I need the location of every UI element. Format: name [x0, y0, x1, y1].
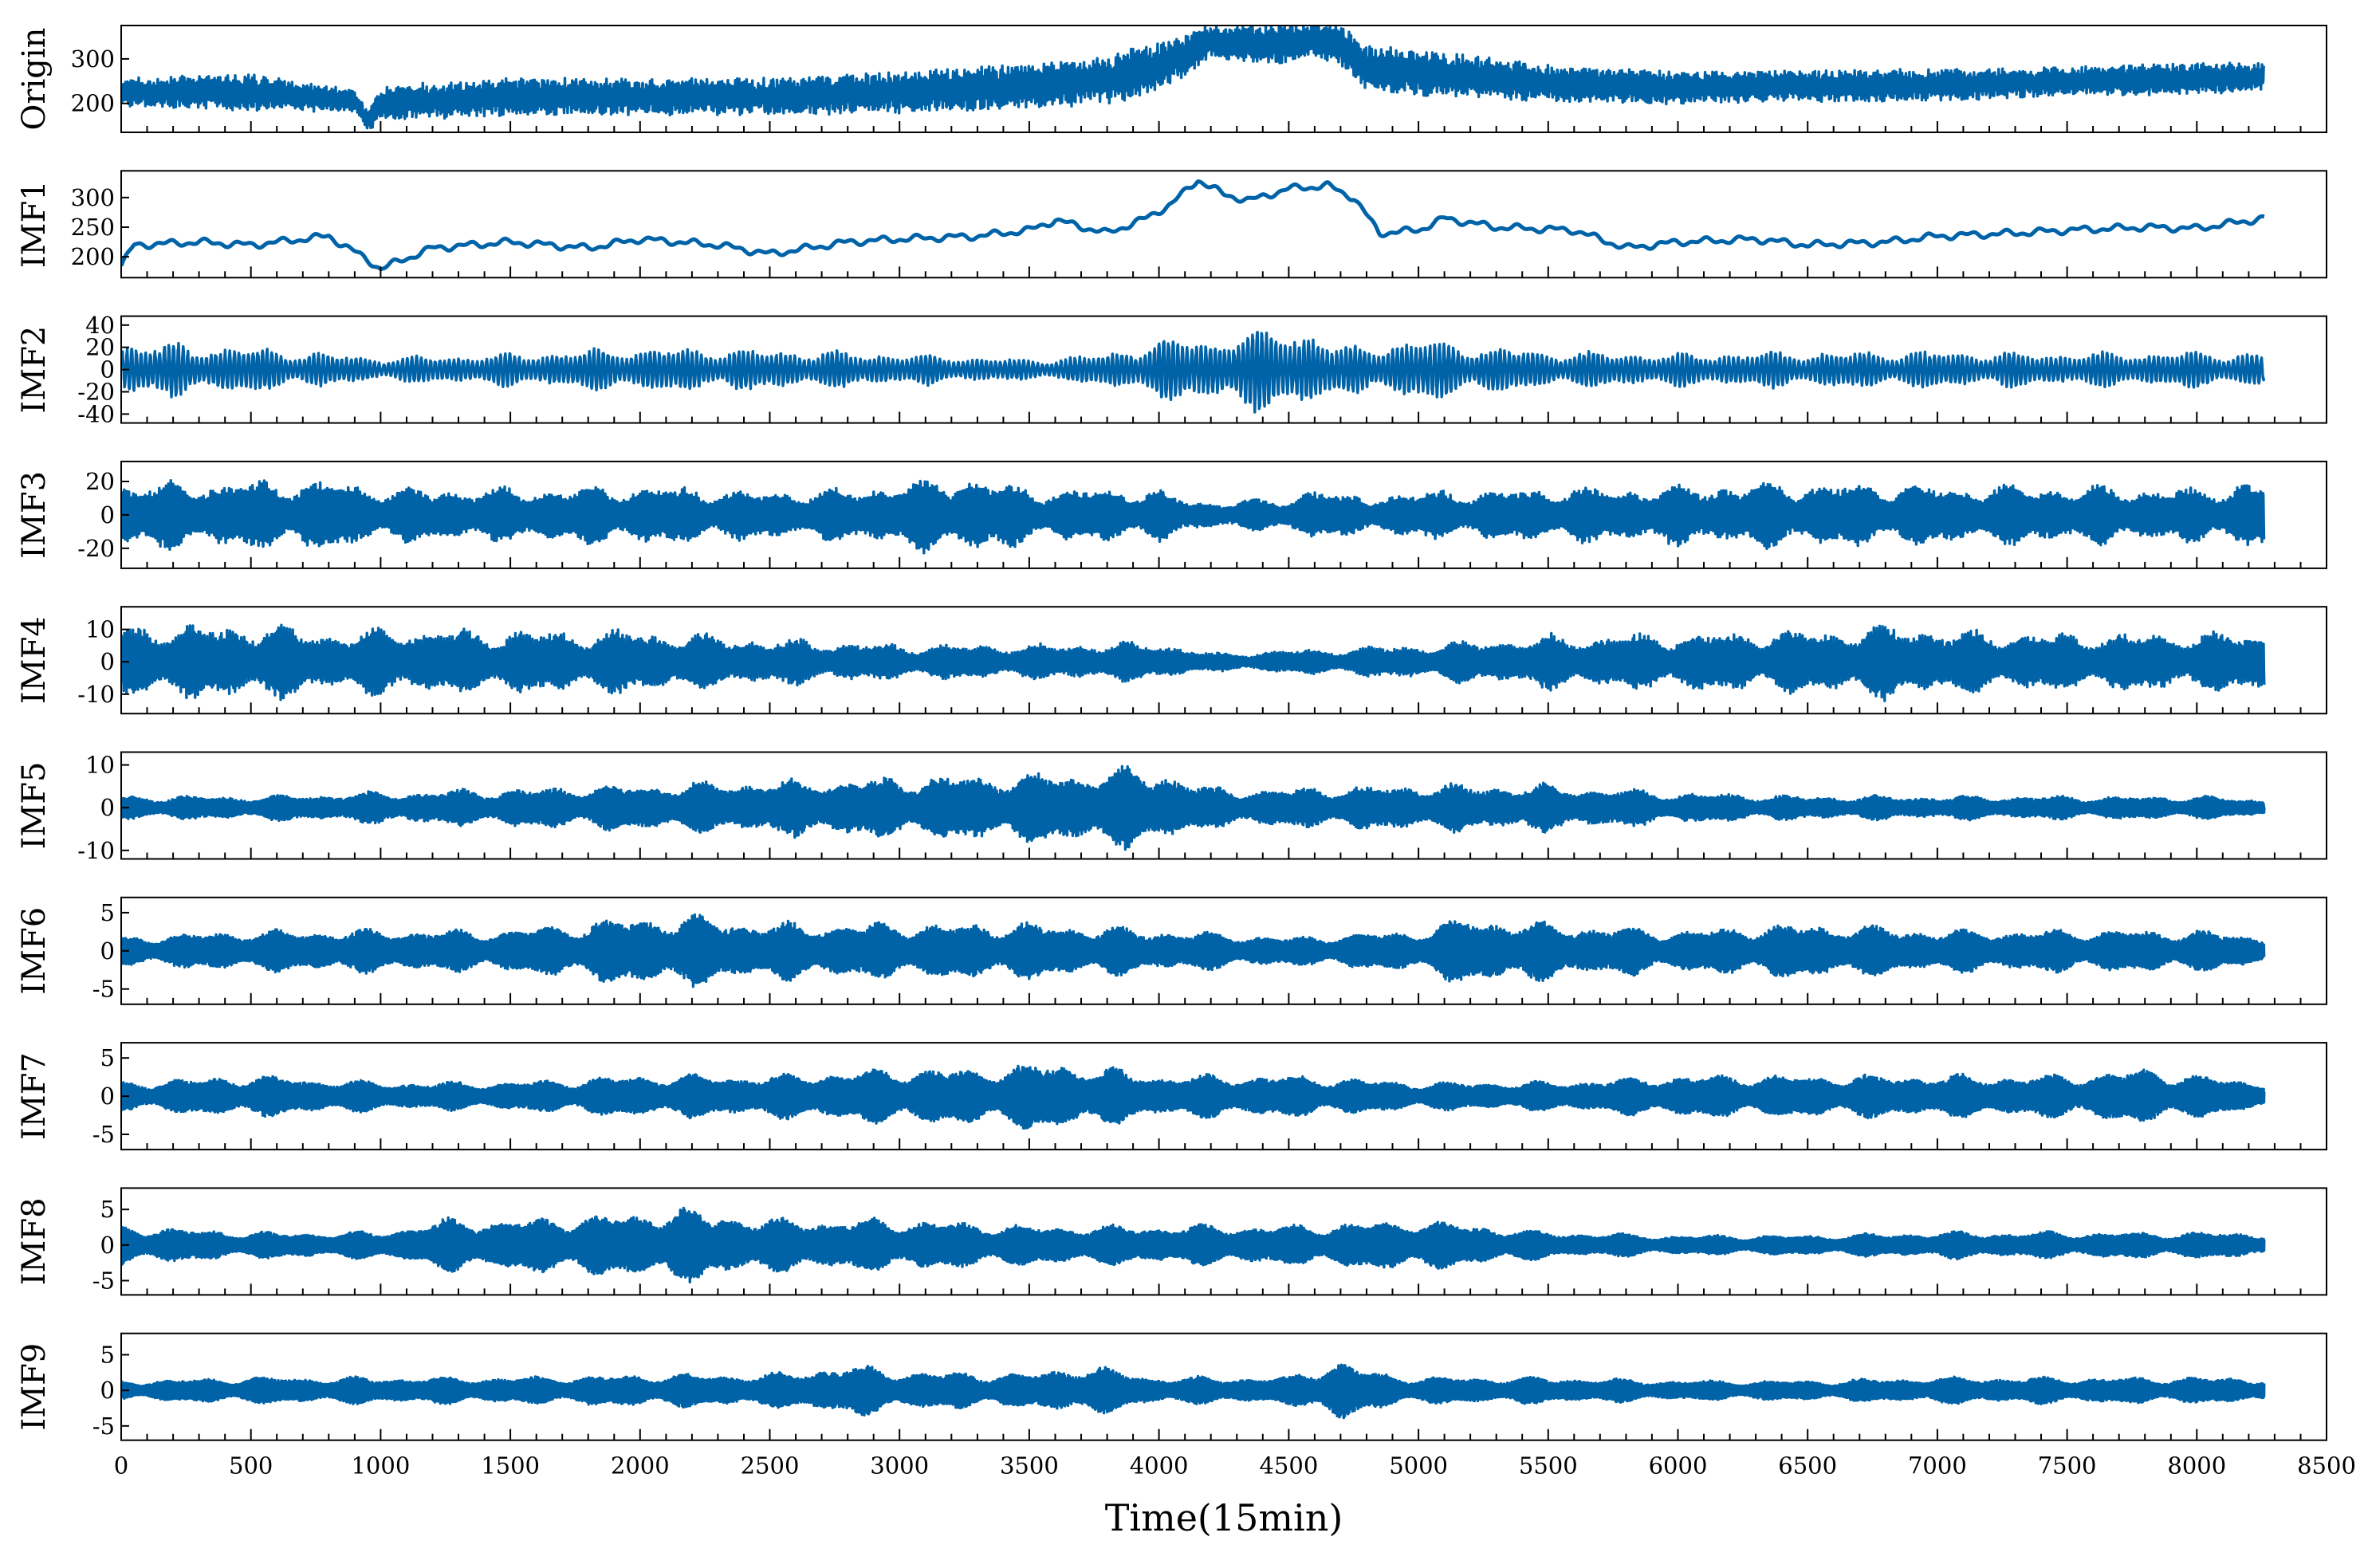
- y-tick-label: -10: [77, 837, 115, 864]
- subplot-origin: 200 300 Origin: [16, 25, 2327, 133]
- subplot-imf4: -10 0 10 IMF4: [16, 606, 2327, 715]
- y-axis-label: IMF9: [16, 1343, 53, 1431]
- y-tick-label: -10: [77, 681, 115, 708]
- x-tick-label: 500: [229, 1452, 273, 1480]
- y-tick-label: 200: [71, 243, 115, 270]
- plot-frame: [120, 170, 2327, 279]
- series-line-imf5: [121, 764, 2266, 851]
- plot-frame: [120, 1187, 2327, 1296]
- y-tick-label: 5: [100, 899, 115, 926]
- y-tick-label: 10: [85, 752, 115, 779]
- x-axis-label: Time(15min): [1105, 1496, 1343, 1539]
- subplot-imf3: -20 0 20 IMF3: [16, 460, 2327, 569]
- series-line-imf7: [121, 1064, 2266, 1130]
- plot-frame: [120, 1332, 2327, 1441]
- series-line-imf9: [121, 1363, 2266, 1420]
- series-line-imf8: [121, 1206, 2266, 1284]
- y-tick-label: 300: [71, 184, 115, 211]
- x-tick-label: 1500: [481, 1452, 540, 1480]
- subplot-imf6: -5 0 5 IMF6: [16, 896, 2327, 1005]
- y-tick-label: 0: [100, 937, 115, 965]
- series-line-imf1: [121, 179, 2266, 272]
- y-tick-label: -20: [77, 379, 115, 406]
- y-axis-label: IMF8: [16, 1197, 53, 1285]
- plot-frame: [120, 606, 2327, 715]
- y-tick-label: 5: [100, 1044, 115, 1071]
- y-tick-label: -5: [92, 976, 115, 1003]
- subplot-imf8: -5 0 5 IMF8: [16, 1187, 2327, 1296]
- series-line-imf4: [121, 623, 2266, 702]
- x-tick-label: 4500: [1259, 1452, 1318, 1480]
- plot-frame: [120, 751, 2327, 860]
- y-tick-label: 250: [71, 214, 115, 241]
- plot-frame: [120, 25, 2327, 133]
- y-tick-label: 0: [100, 1232, 115, 1259]
- subplot-imf5: -10 0 10 IMF5: [16, 751, 2327, 864]
- series-line-origin: [121, 26, 2266, 130]
- y-tick-label: 200: [71, 90, 115, 117]
- x-tick-label: 0: [114, 1452, 128, 1480]
- x-tick-label: 7500: [2038, 1452, 2097, 1480]
- y-axis-label: Origin: [16, 28, 53, 131]
- y-tick-label: -5: [92, 1121, 115, 1148]
- x-tick-label: 1000: [351, 1452, 410, 1480]
- y-axis-label: IMF3: [16, 471, 53, 559]
- x-tick-label: 6000: [1649, 1452, 1708, 1480]
- series-line-imf6: [121, 913, 2266, 988]
- x-tick-label: 8000: [2167, 1452, 2226, 1480]
- y-tick-label: 40: [85, 312, 115, 339]
- subplot-stack: 200300Origin200250300IMF1-40-2002040IMF2…: [16, 25, 2327, 1441]
- x-tick-label: 8500: [2297, 1452, 2356, 1480]
- y-tick-label: 10: [85, 616, 115, 643]
- x-tick-label: 3000: [870, 1452, 929, 1480]
- subplot-imf7: -5 0 5 IMF7: [16, 1042, 2327, 1151]
- y-tick-label: 0: [100, 1083, 115, 1110]
- subplot-imf9: -5 0 5 IMF9: [16, 1332, 2327, 1441]
- y-tick-label: 20: [85, 468, 115, 495]
- x-tick-label: 5500: [1519, 1452, 1578, 1480]
- y-tick-label: -5: [92, 1413, 115, 1440]
- x-tick-label: 3500: [1000, 1452, 1059, 1480]
- y-axis-label: IMF1: [16, 180, 53, 268]
- x-axis: 0 500 1000 1500 2000 2500 3000 3500 4000 4500 5000…: [114, 1452, 2356, 1480]
- y-axis-label: IMF6: [16, 907, 53, 995]
- y-tick-label: -5: [92, 1267, 115, 1295]
- y-tick-label: 0: [100, 501, 115, 529]
- y-tick-label: 300: [71, 45, 115, 73]
- y-tick-label: -40: [77, 400, 115, 427]
- x-tick-label: 2500: [741, 1452, 800, 1480]
- y-tick-label: 5: [100, 1196, 115, 1223]
- y-tick-label: 0: [100, 648, 115, 675]
- x-tick-label: 2000: [611, 1452, 670, 1480]
- x-tick-label: 5000: [1389, 1452, 1448, 1480]
- y-tick-label: 0: [100, 794, 115, 821]
- y-tick-label: -20: [77, 535, 115, 562]
- x-tick-label: 6500: [1778, 1452, 1837, 1480]
- series-line-imf2: [121, 331, 2266, 414]
- x-tick-label: 4000: [1130, 1452, 1189, 1480]
- series-line-imf3: [121, 479, 2266, 555]
- y-axis-label: IMF7: [16, 1052, 53, 1140]
- y-axis-label: IMF5: [16, 762, 53, 850]
- x-tick-label: 7000: [1908, 1452, 1967, 1480]
- y-tick-label: 20: [85, 334, 115, 361]
- y-axis-label: IMF4: [16, 616, 53, 704]
- y-tick-label: 5: [100, 1342, 115, 1369]
- y-tick-label: 0: [100, 1377, 115, 1404]
- y-axis-label: IMF2: [16, 326, 53, 414]
- y-tick-label: 0: [100, 356, 115, 383]
